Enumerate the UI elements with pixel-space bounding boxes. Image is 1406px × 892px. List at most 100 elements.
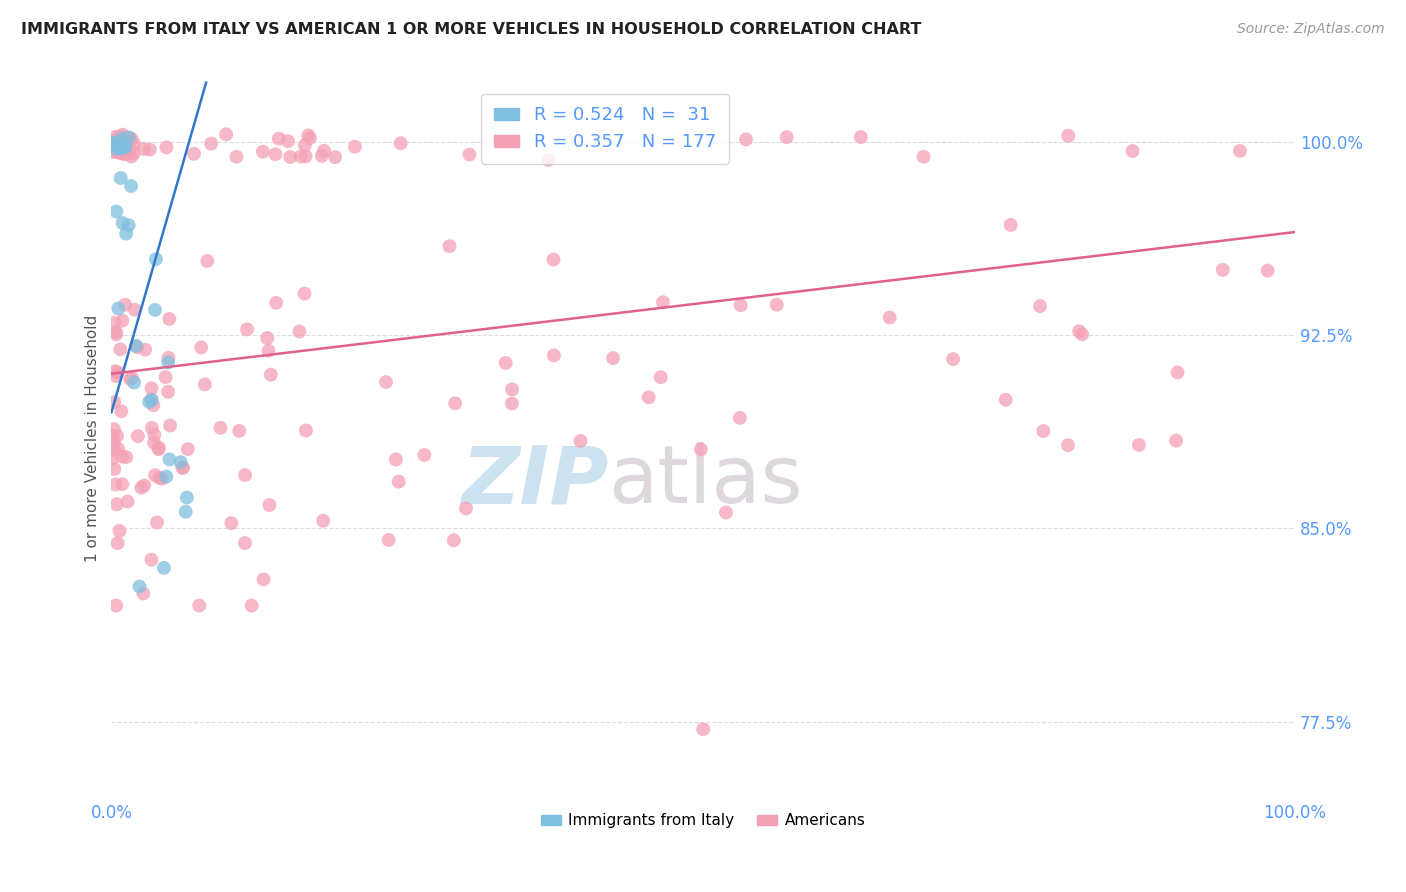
Point bbox=[385, 452, 408, 467]
Point bbox=[127, 429, 149, 443]
Y-axis label: 1 or more Vehicles in Household: 1 or more Vehicles in Household bbox=[86, 315, 100, 562]
Point bbox=[177, 442, 200, 456]
Point bbox=[145, 252, 167, 267]
Point bbox=[120, 179, 142, 194]
Point bbox=[159, 452, 181, 467]
Point bbox=[233, 536, 256, 550]
Point bbox=[155, 370, 177, 384]
Text: ZIP: ZIP bbox=[461, 442, 609, 520]
Point bbox=[172, 461, 194, 475]
Point bbox=[194, 377, 217, 392]
Point bbox=[141, 392, 163, 407]
Point bbox=[104, 364, 127, 378]
Point bbox=[134, 478, 156, 492]
Point bbox=[108, 137, 131, 152]
Point bbox=[122, 376, 145, 390]
Point bbox=[236, 322, 259, 336]
Point bbox=[104, 138, 127, 153]
Point bbox=[104, 477, 127, 491]
Point bbox=[312, 514, 335, 528]
Point bbox=[103, 137, 125, 152]
Point bbox=[495, 356, 517, 370]
Point bbox=[112, 140, 135, 154]
Point bbox=[1057, 438, 1080, 452]
Point bbox=[377, 533, 399, 547]
Point bbox=[105, 497, 128, 511]
Point bbox=[141, 552, 163, 566]
Point bbox=[278, 150, 301, 164]
Point bbox=[295, 424, 318, 438]
Point bbox=[1128, 438, 1150, 452]
Point bbox=[141, 421, 163, 435]
Point bbox=[104, 130, 127, 145]
Point bbox=[650, 370, 672, 384]
Point bbox=[260, 368, 283, 382]
Point bbox=[128, 580, 150, 594]
Point bbox=[233, 468, 256, 483]
Point bbox=[439, 239, 461, 253]
Point bbox=[602, 351, 624, 365]
Point bbox=[297, 128, 319, 143]
Point bbox=[150, 472, 173, 486]
Point bbox=[105, 369, 128, 384]
Point bbox=[108, 145, 131, 160]
Point bbox=[294, 286, 316, 301]
Point bbox=[111, 146, 134, 161]
Point bbox=[299, 131, 322, 145]
Point bbox=[105, 599, 128, 613]
Point bbox=[141, 381, 163, 395]
Point bbox=[105, 428, 128, 442]
Point bbox=[1000, 218, 1022, 232]
Point bbox=[1069, 324, 1091, 338]
Point bbox=[103, 435, 125, 450]
Point bbox=[108, 140, 131, 154]
Point bbox=[103, 136, 125, 150]
Point bbox=[1071, 327, 1094, 342]
Point bbox=[118, 130, 141, 145]
Point bbox=[110, 132, 132, 146]
Point bbox=[692, 723, 714, 737]
Point bbox=[117, 494, 139, 508]
Point bbox=[776, 130, 799, 145]
Point bbox=[132, 586, 155, 600]
Point bbox=[146, 516, 169, 530]
Point bbox=[105, 142, 128, 156]
Point bbox=[849, 130, 872, 145]
Point bbox=[215, 128, 238, 142]
Point bbox=[221, 516, 243, 530]
Point bbox=[111, 130, 134, 145]
Point bbox=[155, 140, 177, 154]
Point bbox=[277, 134, 299, 148]
Point bbox=[994, 392, 1017, 407]
Point bbox=[108, 132, 131, 146]
Point bbox=[112, 146, 135, 161]
Point bbox=[132, 142, 155, 156]
Point bbox=[443, 533, 465, 548]
Text: atlas: atlas bbox=[609, 442, 803, 520]
Point bbox=[142, 398, 165, 412]
Point bbox=[879, 310, 901, 325]
Point bbox=[1164, 434, 1187, 448]
Point bbox=[169, 455, 191, 469]
Point bbox=[389, 136, 412, 151]
Point bbox=[159, 418, 181, 433]
Point bbox=[195, 254, 218, 268]
Point bbox=[114, 298, 136, 312]
Point bbox=[118, 144, 141, 158]
Point bbox=[103, 145, 125, 159]
Point bbox=[125, 340, 148, 354]
Point bbox=[138, 395, 160, 409]
Point bbox=[153, 561, 176, 575]
Point bbox=[1032, 424, 1054, 438]
Point bbox=[112, 137, 135, 152]
Point bbox=[148, 471, 170, 485]
Point bbox=[101, 451, 124, 466]
Point bbox=[311, 149, 333, 163]
Point bbox=[157, 355, 180, 369]
Point bbox=[134, 343, 156, 357]
Point bbox=[108, 524, 131, 538]
Point bbox=[108, 135, 131, 149]
Point bbox=[942, 352, 965, 367]
Point bbox=[148, 442, 170, 457]
Point bbox=[110, 343, 132, 357]
